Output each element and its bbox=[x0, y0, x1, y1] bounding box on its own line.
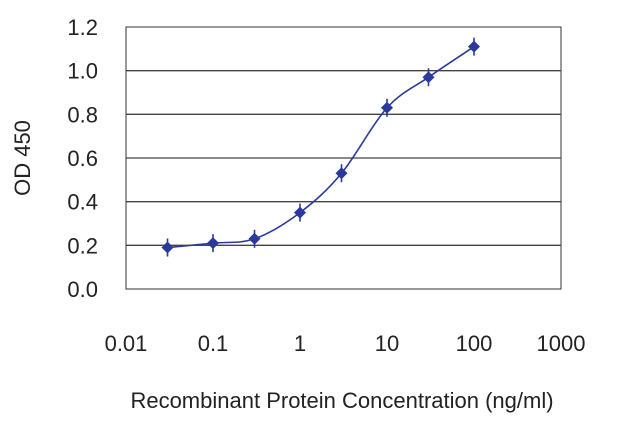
y-axis-title: OD 450 bbox=[10, 120, 35, 196]
data-point bbox=[468, 40, 480, 53]
y-tick-label: 1.2 bbox=[67, 15, 98, 40]
y-axis-ticks: 0.0 0.2 0.4 0.6 0.8 1.0 1.2 bbox=[67, 15, 98, 302]
x-tick-label: 100 bbox=[456, 331, 493, 356]
data-point bbox=[207, 237, 219, 250]
y-tick-label: 1.0 bbox=[67, 59, 98, 84]
x-tick-label: 0.1 bbox=[198, 331, 229, 356]
x-axis-title: Recombinant Protein Concentration (ng/ml… bbox=[130, 388, 553, 413]
y-tick-label: 0.2 bbox=[67, 233, 98, 258]
x-tick-label: 0.01 bbox=[105, 331, 148, 356]
data-point bbox=[381, 101, 393, 114]
data-point bbox=[161, 241, 174, 254]
x-tick-label: 10 bbox=[375, 331, 399, 356]
x-axis-ticks: 0.01 0.1 1 10 100 1000 bbox=[105, 331, 586, 356]
data-point bbox=[294, 206, 306, 219]
y-tick-label: 0.8 bbox=[67, 102, 98, 127]
x-tick-label: 1000 bbox=[537, 331, 586, 356]
data-point bbox=[335, 167, 348, 180]
y-tick-label: 0.0 bbox=[67, 277, 98, 302]
data-point bbox=[248, 232, 261, 245]
x-tick-label: 1 bbox=[294, 331, 306, 356]
y-tick-label: 0.4 bbox=[67, 190, 98, 215]
y-tick-label: 0.6 bbox=[67, 146, 98, 171]
data-point bbox=[422, 71, 435, 84]
series-layer bbox=[161, 37, 480, 257]
